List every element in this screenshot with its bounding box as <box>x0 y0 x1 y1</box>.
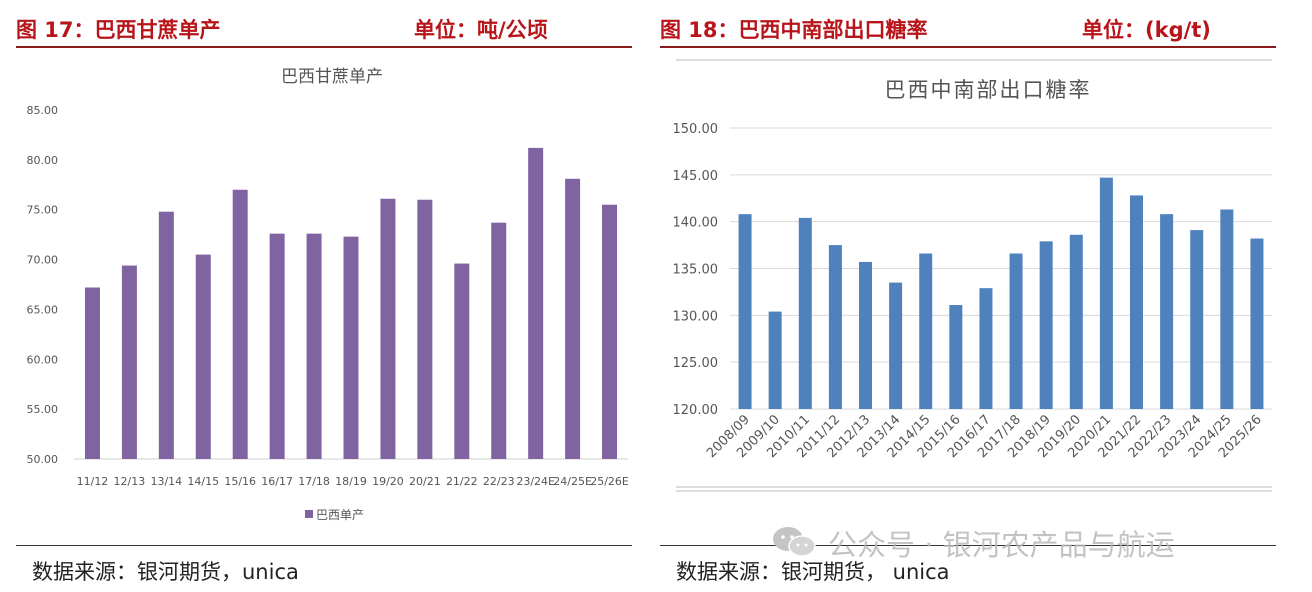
left-x-tick-label: 23/24E <box>516 475 555 488</box>
left-y-tick-label: 60.00 <box>27 353 59 366</box>
right-source-note: 数据来源：银河期货， unica <box>676 560 950 584</box>
left-panel: 图 17：巴西甘蔗单产 单位：吨/公顷 巴西甘蔗单产 50.00 55.00 60.0… <box>16 0 632 592</box>
right-bar <box>1220 209 1234 409</box>
right-bar <box>828 245 842 409</box>
left-legend-label: 巴西单产 <box>316 508 364 522</box>
right-y-tick-label: 130.00 <box>673 309 719 324</box>
left-bar <box>380 198 396 459</box>
left-source-divider <box>16 545 632 546</box>
left-figure-title: 图 17：巴西甘蔗单产 <box>16 18 221 42</box>
left-x-tick-label: 11/12 <box>77 475 109 488</box>
left-bar <box>602 204 618 459</box>
left-y-tick-label: 50.00 <box>27 453 59 466</box>
watermark-text: 公众号 · 银河农产品与航运 <box>828 528 1175 562</box>
right-source-divider <box>660 545 1276 546</box>
left-header: 图 17：巴西甘蔗单产 单位：吨/公顷 <box>16 10 632 48</box>
left-bar <box>84 287 100 459</box>
left-bar <box>195 254 211 459</box>
right-bar <box>1130 195 1143 409</box>
wechat-icon <box>773 527 816 557</box>
right-header: 图 18：巴西中南部出口糖率 单位：(kg/t) <box>660 10 1276 48</box>
right-bar <box>859 261 872 409</box>
right-bar <box>738 214 752 409</box>
left-x-tick-label: 22/23 <box>483 475 515 488</box>
right-bar <box>1069 234 1083 409</box>
left-x-tick-label: 20/21 <box>409 475 441 488</box>
left-bar <box>528 147 544 460</box>
right-bar <box>979 288 993 409</box>
left-x-tick-label: 12/13 <box>114 475 146 488</box>
right-bar <box>768 311 782 409</box>
left-x-tick-label: 18/19 <box>335 475 367 488</box>
right-y-tick-label: 125.00 <box>673 356 719 371</box>
left-x-tick-label: 25/26E <box>590 475 629 488</box>
left-bar <box>565 178 581 459</box>
left-x-tick-label: 15/16 <box>224 475 256 488</box>
left-bar <box>454 263 470 459</box>
right-y-tick-label: 135.00 <box>673 263 719 278</box>
right-chart-title: 巴西中南部出口糖率 <box>885 78 1092 102</box>
left-bar <box>491 222 507 459</box>
left-x-tick-label: 16/17 <box>261 475 293 488</box>
left-source-note: 数据来源：银河期货，unica <box>32 560 299 584</box>
left-x-tick-label: 21/22 <box>446 475 478 488</box>
right-bar <box>798 217 812 409</box>
right-y-tick-label: 145.00 <box>673 169 719 184</box>
right-bar <box>1099 177 1113 409</box>
left-bar-chart: 巴西甘蔗单产 50.00 55.00 60.00 65.00 70.00 75.00 80.0… <box>27 67 629 522</box>
right-figure-title: 图 18：巴西中南部出口糖率 <box>660 18 928 42</box>
left-bar <box>306 233 322 459</box>
right-bar <box>1009 253 1023 409</box>
left-x-tick-label: 13/14 <box>150 475 182 488</box>
right-bar <box>1160 214 1174 409</box>
left-y-tick-label: 70.00 <box>27 254 59 267</box>
left-x-tick-label: 14/15 <box>187 475 219 488</box>
left-x-tick-label: 19/20 <box>372 475 404 488</box>
left-bar <box>269 233 285 459</box>
right-bar <box>1250 238 1264 409</box>
right-bar <box>1039 241 1053 409</box>
left-y-tick-label: 65.00 <box>27 303 59 316</box>
left-y-tick-label: 75.00 <box>27 204 59 217</box>
right-bar <box>889 282 903 409</box>
right-bar <box>1190 230 1204 409</box>
left-y-tick-label: 55.00 <box>27 403 59 416</box>
right-bar <box>919 253 933 409</box>
left-bar <box>417 199 433 459</box>
left-bar <box>343 236 359 459</box>
right-y-tick-label: 120.00 <box>673 403 719 418</box>
right-y-tick-label: 150.00 <box>673 122 719 137</box>
left-unit-label: 单位：吨/公顷 <box>414 18 548 42</box>
left-y-tick-label: 85.00 <box>27 104 59 117</box>
left-chart-title: 巴西甘蔗单产 <box>281 67 383 87</box>
left-y-tick-label: 80.00 <box>27 154 59 167</box>
left-legend-swatch <box>305 510 313 518</box>
left-bar <box>121 265 137 459</box>
right-bar <box>949 305 963 409</box>
left-x-tick-label: 17/18 <box>298 475 330 488</box>
left-x-tick-label: 24/25E <box>553 475 592 488</box>
left-bar <box>158 211 174 459</box>
right-unit-label: 单位：(kg/t) <box>1082 18 1211 42</box>
right-bar-chart: 巴西中南部出口糖率 120.00 125.00 130.00 135.00 140.00 1… <box>673 59 1272 492</box>
right-y-tick-label: 140.00 <box>673 216 719 231</box>
left-bar <box>232 189 248 459</box>
right-panel: 图 18：巴西中南部出口糖率 单位：(kg/t) 巴西中南部出口糖率 120.00… <box>660 0 1276 592</box>
